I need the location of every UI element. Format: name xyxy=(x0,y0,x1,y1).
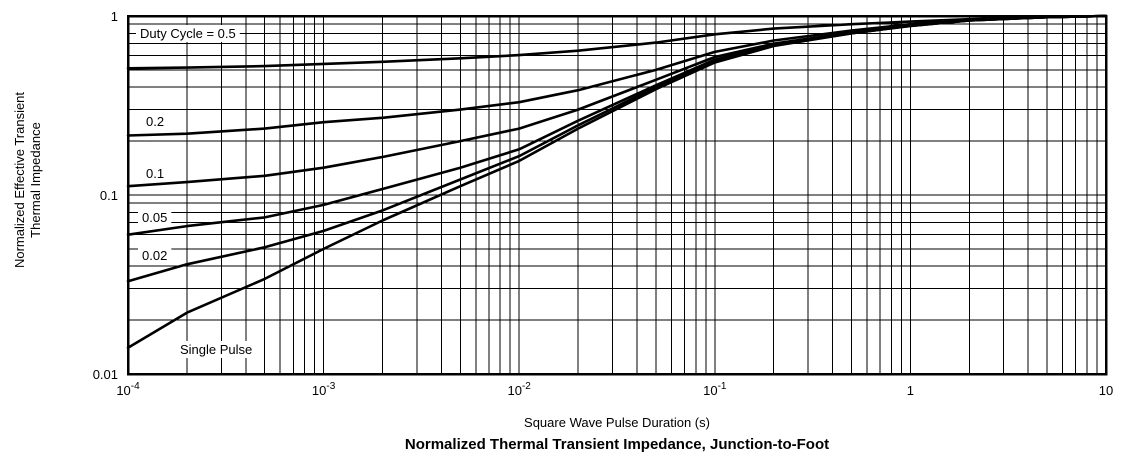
series-label-background xyxy=(138,209,172,226)
y-tick-label: 0.01 xyxy=(93,367,118,382)
series-label-background xyxy=(138,247,172,264)
y-tick-label: 0.1 xyxy=(100,188,118,203)
chart-title: Normalized Thermal Transient Impedance, … xyxy=(405,436,829,453)
series-line xyxy=(126,14,1108,188)
x-axis-label: Square Wave Pulse Duration (s) xyxy=(524,415,710,430)
series-line xyxy=(126,14,1108,70)
series-label: Single Pulse xyxy=(180,342,252,357)
series-label-background xyxy=(136,25,240,42)
series-label-background xyxy=(142,113,169,130)
series-line xyxy=(126,14,1108,137)
grid-lines xyxy=(127,16,1106,375)
series-line xyxy=(126,14,1108,236)
x-tick-label: 10-2 xyxy=(508,381,532,398)
series-label: 0.1 xyxy=(146,166,164,181)
y-axis-label-line-2: Thermal Impedance xyxy=(28,122,43,238)
x-tick-label: 1 xyxy=(907,383,914,398)
series-label: 0.05 xyxy=(142,210,167,225)
tick-labels: 10-4 10-3 10-2 10-1 1 10 0.01 0.1 1 xyxy=(93,9,1114,398)
series-label: 0.2 xyxy=(146,114,164,129)
x-tick-label: 10-3 xyxy=(312,381,336,398)
plot-frame xyxy=(126,14,1108,376)
series-label-background xyxy=(176,341,257,358)
y-tick-label: 1 xyxy=(111,9,118,24)
series-label-background xyxy=(142,165,169,182)
y-axis-label-line-1: Normalized Effective Transient xyxy=(12,92,27,268)
series-line xyxy=(126,14,1108,350)
x-tick-label: 10-1 xyxy=(703,381,727,398)
series-label: Duty Cycle = 0.5 xyxy=(140,26,236,41)
series-label: 0.02 xyxy=(142,248,167,263)
x-tick-label: 10 xyxy=(1099,383,1113,398)
series-labels: Duty Cycle = 0.5 0.2 0.1 0.05 0.02 Single Pul… xyxy=(136,25,257,358)
curves xyxy=(126,14,1108,350)
x-tick-label: 10-4 xyxy=(116,381,140,398)
